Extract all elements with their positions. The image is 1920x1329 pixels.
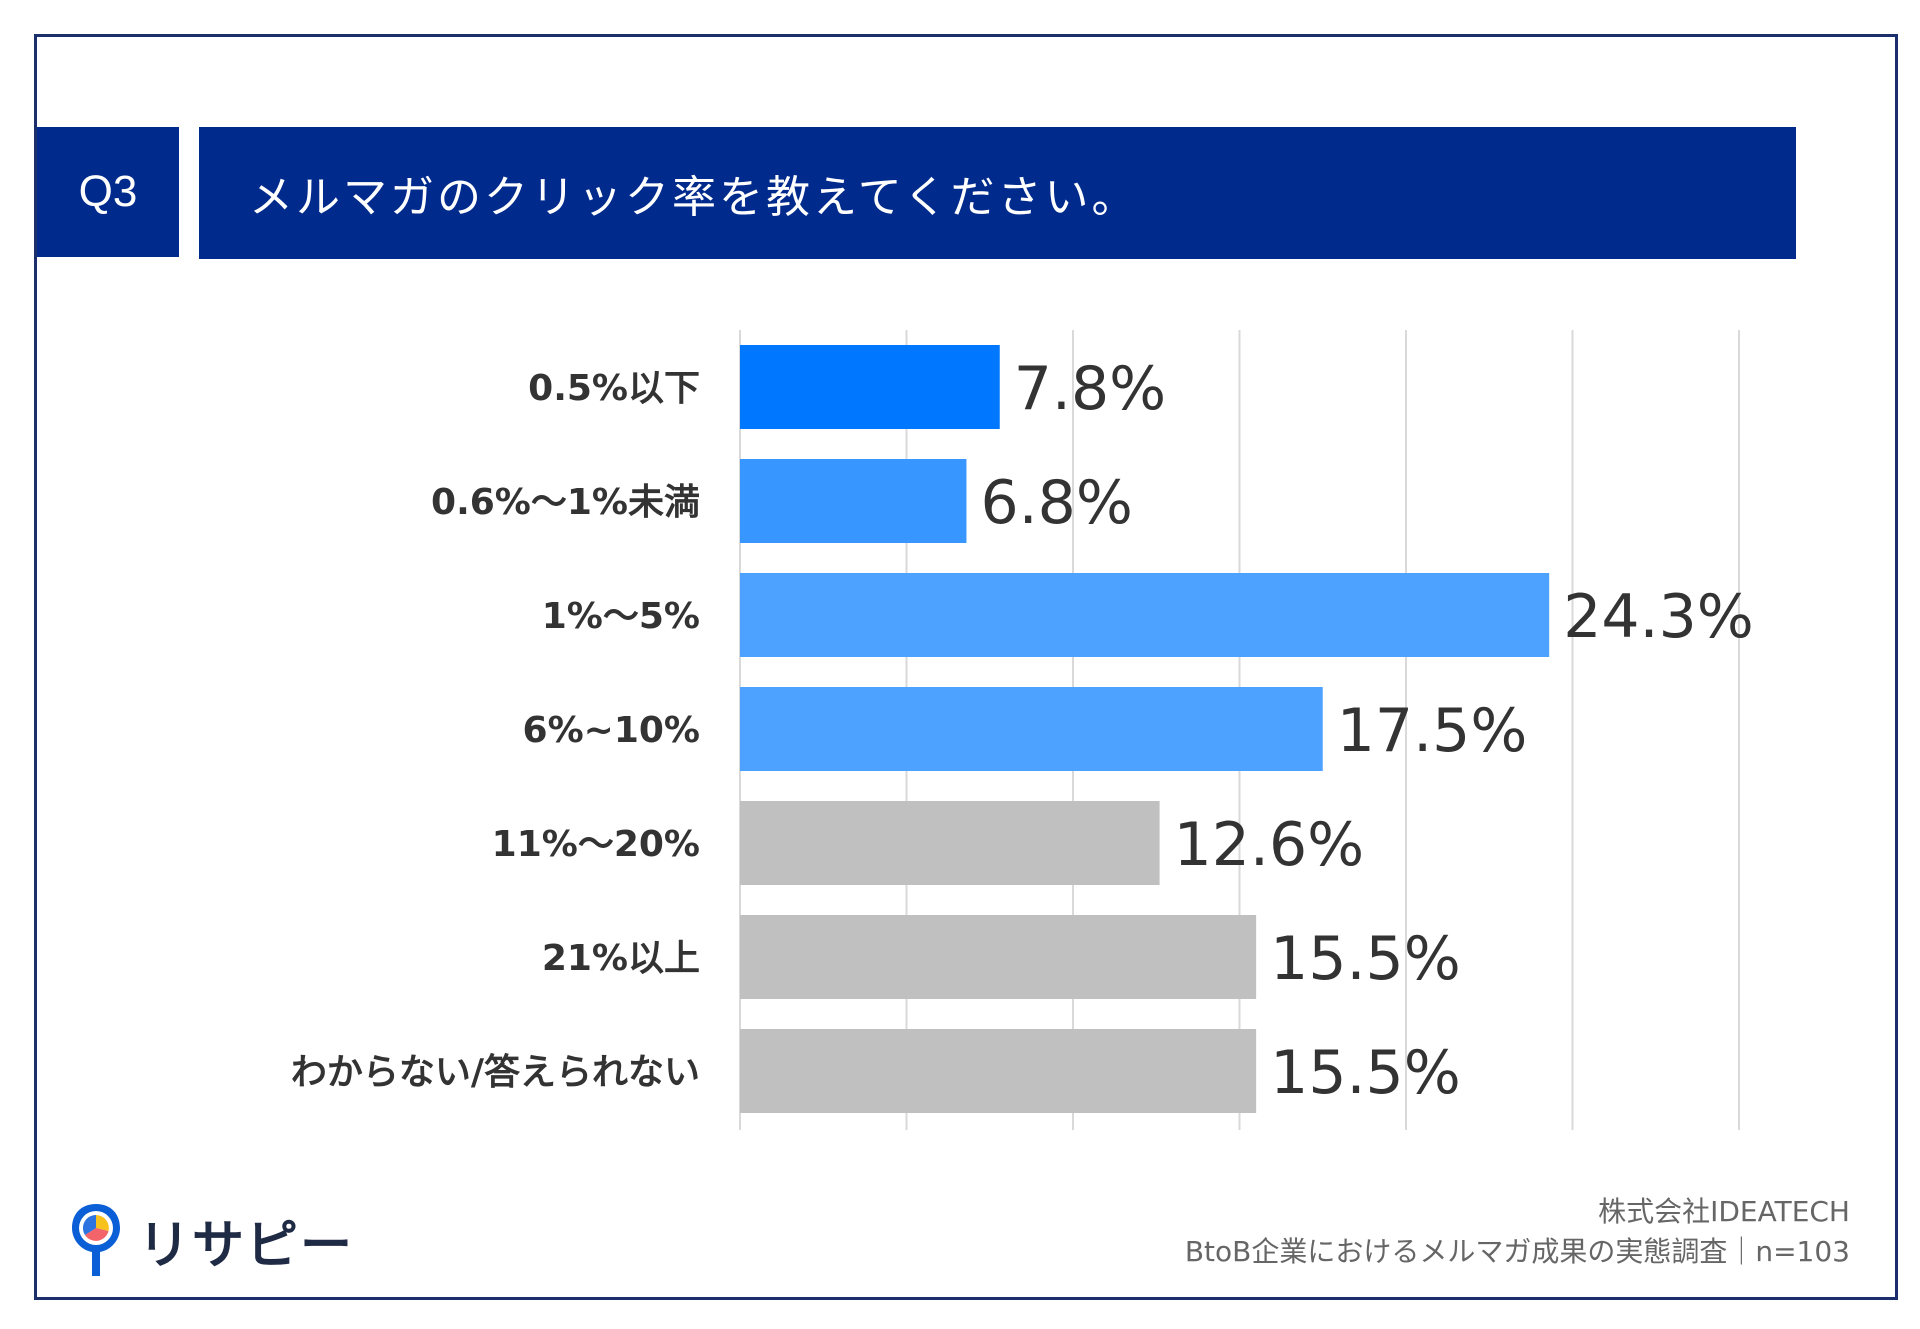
category-label: 6%~10%: [523, 710, 700, 751]
logo: リサピー: [68, 1200, 354, 1280]
data-label: 17.5%: [1337, 696, 1528, 766]
logo-text: リサピー: [138, 1215, 355, 1276]
bar: [740, 801, 1160, 885]
question-text: メルマガのクリック率を教えてください。: [249, 172, 1139, 223]
data-label: 7.8%: [1014, 354, 1166, 424]
bar: [740, 573, 1550, 657]
category-label: 1%～5%: [542, 596, 700, 637]
bar: [740, 345, 1000, 429]
footer-company: 株式会社IDEATECH: [1598, 1195, 1850, 1228]
bar: [740, 687, 1323, 771]
logo-pin-icon: [72, 1204, 120, 1276]
category-label: わからない/答えられない: [291, 1052, 700, 1093]
bar: [740, 915, 1257, 999]
category-label: 21%以上: [542, 938, 700, 979]
question-number: Q3: [37, 127, 179, 257]
data-label: 15.5%: [1270, 1038, 1461, 1108]
footer-survey: BtoB企業におけるメルマガ成果の実態調査｜n=103: [1184, 1235, 1850, 1268]
data-label: 15.5%: [1270, 924, 1461, 994]
category-label: 11%～20%: [492, 824, 700, 865]
data-label: 6.8%: [980, 468, 1132, 538]
bar: [740, 1029, 1257, 1113]
question-title: メルマガのクリック率を教えてください。: [199, 127, 1796, 259]
bar: [740, 459, 967, 543]
footer: 株式会社IDEATECH BtoB企業におけるメルマガ成果の実態調査｜n=103: [1185, 1192, 1850, 1272]
category-label: 0.5%以下: [528, 368, 700, 409]
data-label: 12.6%: [1174, 810, 1365, 880]
category-label: 0.6%～1%未満: [431, 482, 700, 523]
data-label: 24.3%: [1563, 582, 1754, 652]
